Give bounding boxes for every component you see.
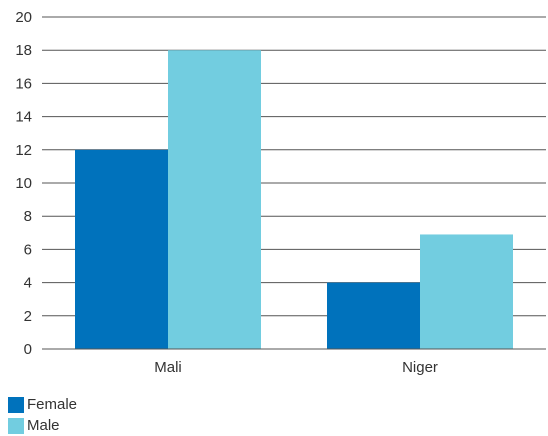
y-tick-label: 16: [15, 75, 32, 92]
legend-item-male: Male: [8, 415, 77, 436]
bar-male-mali: [168, 50, 261, 349]
legend-label-male: Male: [27, 417, 60, 434]
y-axis-ticks: 0 2 4 6 8 10 12 14 16 18 20: [15, 9, 32, 358]
bars: [75, 50, 513, 349]
y-tick-label: 10: [15, 175, 32, 192]
y-tick-label: 20: [15, 9, 32, 26]
bar-male-niger: [420, 234, 513, 349]
legend-swatch-female: [8, 396, 24, 413]
legend-swatch-male: [8, 417, 24, 434]
legend-item-female: Female: [8, 394, 77, 415]
y-tick-label: 12: [15, 142, 32, 159]
bar-female-niger: [327, 282, 420, 349]
y-tick-label: 18: [15, 42, 32, 59]
y-tick-label: 0: [24, 341, 32, 358]
x-axis-labels: Mali Niger: [154, 359, 438, 376]
y-tick-label: 6: [24, 241, 32, 258]
legend: Female Male: [8, 394, 77, 436]
y-tick-label: 2: [24, 308, 32, 325]
y-tick-label: 8: [24, 208, 32, 225]
bar-female-mali: [75, 149, 168, 349]
y-tick-label: 4: [24, 275, 32, 292]
y-tick-label: 14: [15, 109, 32, 126]
legend-label-female: Female: [27, 396, 78, 413]
x-category-label-niger: Niger: [402, 359, 438, 376]
x-category-label-mali: Mali: [154, 359, 182, 376]
